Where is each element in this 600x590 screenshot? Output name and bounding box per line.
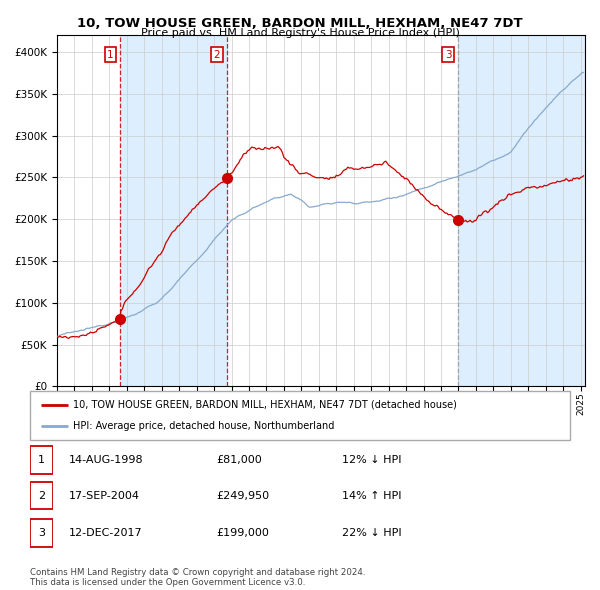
FancyBboxPatch shape (30, 519, 53, 546)
Bar (120, 35, 227, 386)
Text: 22% ↓ HPI: 22% ↓ HPI (342, 528, 401, 537)
Text: Contains HM Land Registry data © Crown copyright and database right 2024.
This d: Contains HM Land Registry data © Crown c… (30, 568, 365, 587)
Text: 10, TOW HOUSE GREEN, BARDON MILL, HEXHAM, NE47 7DT: 10, TOW HOUSE GREEN, BARDON MILL, HEXHAM… (77, 17, 523, 30)
Text: £81,000: £81,000 (216, 455, 262, 465)
Text: 14-AUG-1998: 14-AUG-1998 (69, 455, 143, 465)
Text: 3: 3 (38, 528, 45, 537)
Text: 2: 2 (214, 50, 220, 60)
Text: Price paid vs. HM Land Registry's House Price Index (HPI): Price paid vs. HM Land Registry's House … (140, 28, 460, 38)
Text: 1: 1 (107, 50, 114, 60)
Text: 10, TOW HOUSE GREEN, BARDON MILL, HEXHAM, NE47 7DT (detached house): 10, TOW HOUSE GREEN, BARDON MILL, HEXHAM… (73, 399, 457, 409)
FancyBboxPatch shape (30, 446, 53, 474)
Text: HPI: Average price, detached house, Northumberland: HPI: Average price, detached house, Nort… (73, 421, 335, 431)
FancyBboxPatch shape (30, 391, 570, 440)
Text: £199,000: £199,000 (216, 528, 269, 537)
Text: 12-DEC-2017: 12-DEC-2017 (69, 528, 143, 537)
Text: 17-SEP-2004: 17-SEP-2004 (69, 491, 140, 500)
Text: 12% ↓ HPI: 12% ↓ HPI (342, 455, 401, 465)
FancyBboxPatch shape (30, 481, 53, 509)
Text: 3: 3 (445, 50, 451, 60)
Text: £249,950: £249,950 (216, 491, 269, 500)
Text: 14% ↑ HPI: 14% ↑ HPI (342, 491, 401, 500)
Text: 2: 2 (38, 491, 45, 500)
Text: 1: 1 (38, 455, 45, 465)
Bar (458, 35, 585, 386)
